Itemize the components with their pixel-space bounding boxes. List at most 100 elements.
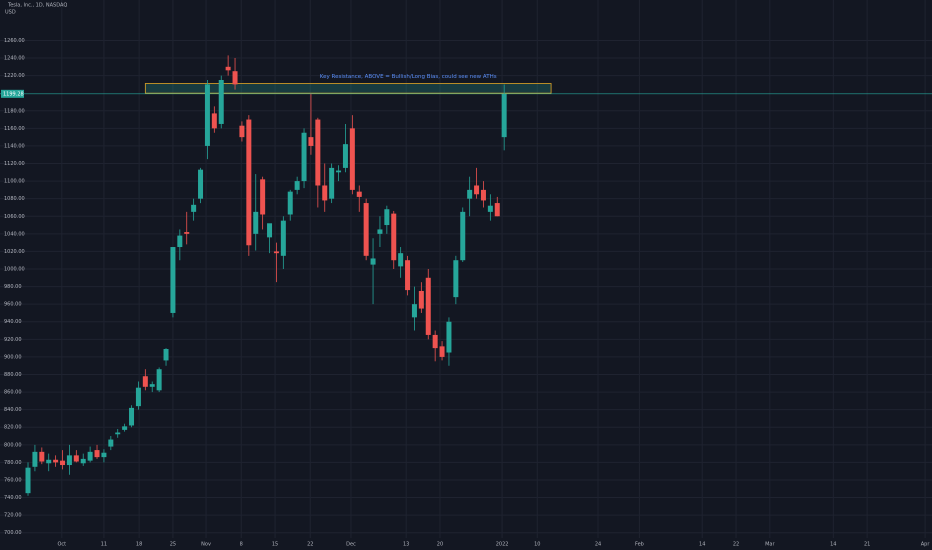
x-tick-label: 24 [595, 542, 601, 548]
candle-body [101, 452, 107, 458]
candle-body [184, 232, 190, 234]
x-tick-label: 21 [864, 542, 870, 548]
candle-body [142, 376, 148, 387]
candle-body [273, 251, 279, 254]
candle-body [280, 220, 286, 256]
x-tick-label: 15 [272, 542, 278, 548]
candle-body [474, 185, 480, 195]
candle-body [177, 235, 183, 248]
candle-body [253, 211, 259, 234]
currency: USD [5, 10, 16, 16]
candle-body [108, 439, 114, 447]
x-tick-label: 22 [307, 542, 313, 548]
resistance-zone [144, 83, 552, 94]
y-tick-label: 980.00 [4, 284, 22, 290]
y-tick-label: 1240.00 [4, 56, 25, 62]
y-tick-label: 1260.00 [4, 38, 25, 44]
candle-body [322, 185, 328, 201]
candle-body [53, 459, 59, 463]
y-tick-label: 820.00 [4, 425, 22, 431]
candle-body [411, 304, 417, 318]
candle-body [80, 458, 86, 464]
candle-body [39, 451, 45, 462]
y-tick-label: 940.00 [4, 319, 22, 325]
x-tick-label: 20 [437, 542, 443, 548]
candle-body [391, 213, 397, 261]
candle-body [329, 167, 335, 199]
candle-body [501, 93, 507, 138]
candle-body [73, 455, 79, 462]
candle-body [246, 119, 252, 246]
candle-body [439, 346, 445, 357]
y-tick-label: 780.00 [4, 460, 22, 466]
candle-body [156, 369, 162, 391]
x-tick-label: Feb [635, 542, 644, 548]
y-tick-label: 880.00 [4, 372, 22, 378]
grid [0, 0, 932, 538]
y-tick-label: 740.00 [4, 495, 22, 501]
candle-body [225, 66, 231, 71]
candle-body [32, 451, 38, 467]
candle-body [418, 290, 424, 309]
y-tick-label: 700.00 [4, 530, 22, 536]
candle-body [494, 203, 500, 217]
candle-body [425, 277, 431, 335]
x-tick-label: Mar [765, 542, 775, 548]
candle-body [308, 137, 314, 146]
y-tick-label: 1140.00 [4, 143, 25, 149]
candle-body [239, 125, 245, 138]
candle-body [198, 169, 204, 199]
y-tick-label: 720.00 [4, 513, 22, 519]
y-tick-label: 1220.00 [4, 73, 25, 79]
candle-body [336, 170, 342, 173]
y-tick-label: 1000.00 [4, 267, 25, 273]
candle-body [163, 348, 169, 361]
candle-body [25, 467, 31, 494]
y-tick-label: 860.00 [4, 390, 22, 396]
x-tick-label: Dec [346, 542, 356, 548]
candle-body [349, 128, 355, 190]
candle-body [315, 119, 321, 186]
candle-body [446, 321, 452, 353]
candles [0, 55, 932, 496]
candle-body [487, 205, 493, 212]
candle-body [287, 191, 293, 215]
candle-body [60, 460, 66, 466]
candle-body [211, 113, 217, 129]
last-price-label: 1199.28 [3, 91, 24, 97]
candle-body [191, 204, 197, 212]
y-tick-label: 1040.00 [4, 231, 25, 237]
candle-body [467, 189, 473, 199]
candle-body [66, 455, 72, 466]
y-tick-label: 1020.00 [4, 249, 25, 255]
last-price-badge [1, 89, 24, 98]
axis-labels: 700.00 720.00 740.00 760.00 780.00 800.00 820.… [1, 38, 930, 548]
y-tick-label: 1080.00 [4, 196, 25, 202]
x-tick-label: 10 [534, 542, 540, 548]
candle-body [218, 79, 224, 124]
x-tick-label: 11 [101, 542, 107, 548]
y-tick-label: 1120.00 [4, 161, 25, 167]
candle-body [342, 144, 348, 168]
y-tick-label: 960.00 [4, 302, 22, 308]
candle-body [294, 181, 300, 190]
x-tick-label: 18 [136, 542, 142, 548]
candle-body [370, 258, 376, 265]
candle-body [115, 432, 121, 435]
candle-body [94, 450, 100, 458]
candle-body [384, 209, 390, 226]
x-tick-label: 14 [830, 542, 836, 548]
candle-body [260, 179, 266, 215]
candle-body [232, 71, 238, 85]
y-tick-label: 900.00 [4, 354, 22, 360]
y-tick-label: 1180.00 [4, 108, 25, 114]
y-tick-label: 760.00 [4, 477, 22, 483]
y-tick-label: 800.00 [4, 442, 22, 448]
candle-body [267, 223, 273, 238]
candle-body [46, 459, 52, 464]
candle-body [135, 387, 141, 407]
y-tick-label: 1060.00 [4, 214, 25, 220]
candle-body [149, 384, 155, 387]
candle-body [363, 203, 369, 256]
